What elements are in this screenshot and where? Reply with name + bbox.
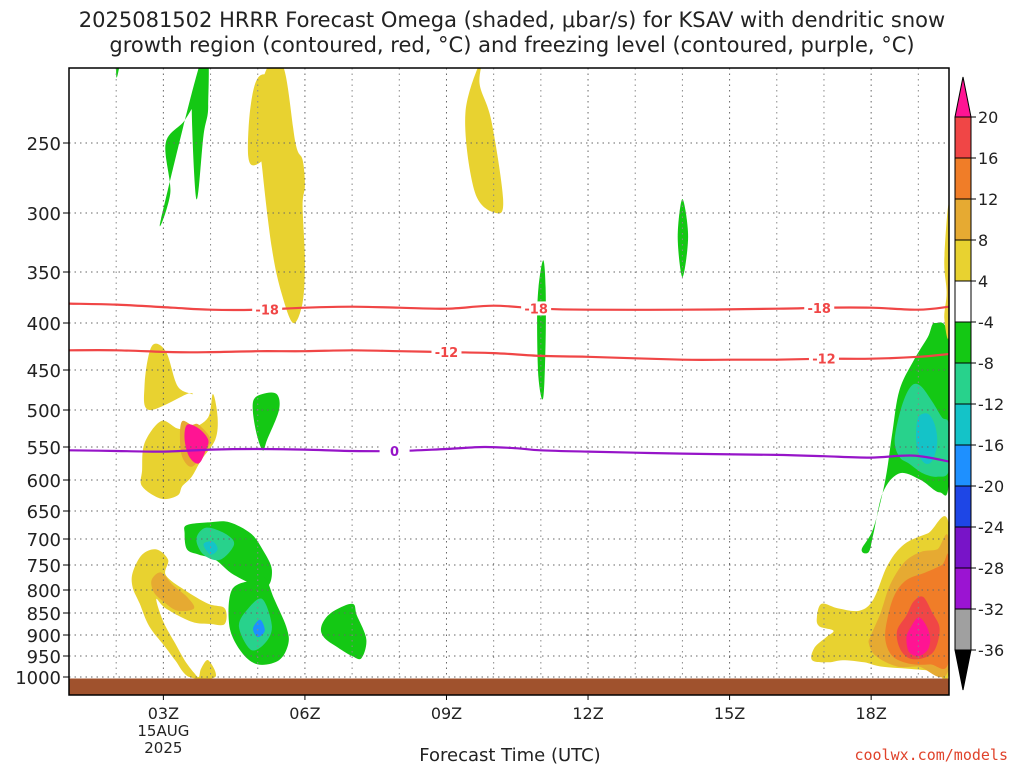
colorbar-segment (954, 239, 972, 282)
x-tick-sublabel: 15AUG (137, 722, 189, 740)
omega-region-8-20 (151, 572, 195, 612)
y-tick-label-700: 700 (27, 530, 61, 551)
contour-label-bg (521, 301, 552, 316)
contour-label-0: 0 (390, 445, 399, 460)
omega-region--16-17 (252, 619, 265, 638)
y-tick-label-450: 450 (27, 361, 61, 382)
x-axis-label: Forecast Time (UTC) (419, 745, 601, 766)
colorbar-label--12: -12 (978, 395, 1004, 414)
colorbar-label-8: 8 (978, 231, 988, 250)
contour-label--18: -18 (255, 303, 279, 318)
x-tick-label-18Z: 18Z (855, 704, 886, 723)
colorbar-segment (954, 280, 972, 323)
x-tick-label-06Z: 06Z (289, 704, 320, 723)
contour-label-bg (379, 443, 410, 458)
omega-region--4-11 (252, 392, 280, 451)
contour-label--12: -12 (435, 346, 459, 361)
contour-label-bg (808, 351, 839, 366)
contour-label--18: -18 (524, 302, 548, 317)
colorbar-label--28: -28 (978, 559, 1004, 578)
y-tick-label-850: 850 (27, 604, 61, 625)
omega-region--4-1 (116, 68, 159, 78)
colorbar-label--8: -8 (978, 354, 994, 373)
x-tick-label-15Z: 15Z (714, 704, 745, 723)
omega-region-20-10 (184, 424, 209, 464)
colorbar-segment (954, 321, 972, 364)
colorbar-label--36: -36 (978, 641, 1004, 660)
omega-region-20-28 (906, 617, 931, 657)
omega-region-4-8 (143, 343, 193, 411)
y-tick-label-350: 350 (27, 263, 61, 284)
colorbar-label--16: -16 (978, 436, 1004, 455)
colorbar-label--32: -32 (978, 600, 1004, 619)
colorbar-segment (954, 526, 972, 569)
colorbar-segment (954, 157, 972, 200)
contour-label--18: -18 (807, 302, 831, 317)
plot-frame (68, 67, 950, 696)
y-tick-label-250: 250 (27, 134, 61, 155)
y-tick-label-1000: 1000 (15, 668, 61, 689)
colorbar-label--20: -20 (978, 477, 1004, 496)
y-tick-label-800: 800 (27, 581, 61, 602)
y-tick-label-900: 900 (27, 626, 61, 647)
colorbar-bottom-arrow (954, 649, 972, 691)
colorbar-label-4: 4 (978, 272, 988, 291)
colorbar-label-20: 20 (978, 108, 998, 127)
colorbar-segment (954, 403, 972, 446)
omega-region--4-0 (159, 68, 209, 227)
y-tick-label-950: 950 (27, 647, 61, 668)
colorbar-segment (954, 444, 972, 487)
contour-label-bg (252, 302, 283, 317)
contour-label-bg (431, 345, 462, 360)
colorbar-segment (954, 567, 972, 610)
colorbar-segment (954, 362, 972, 405)
ground-surface (69, 678, 949, 695)
omega-region--12-14 (203, 541, 218, 555)
colorbar-segment (954, 608, 972, 651)
colorbar-segment (954, 485, 972, 528)
contour-0 (69, 445, 949, 463)
colorbar-top-arrow (954, 76, 972, 118)
y-tick-label-550: 550 (27, 438, 61, 459)
colorbar-label-16: 16 (978, 149, 998, 168)
colorbar-label--24: -24 (978, 518, 1004, 537)
colorbar-label--4: -4 (978, 313, 994, 332)
y-tick-label-650: 650 (27, 502, 61, 523)
omega-region--4-6 (677, 199, 689, 278)
contour-label-bg (804, 300, 835, 315)
y-tick-label-400: 400 (27, 314, 61, 335)
credit-link[interactable]: coolwx.com/models (854, 746, 1008, 764)
y-tick-label-300: 300 (27, 204, 61, 225)
contour-label--12: -12 (812, 353, 836, 368)
y-tick-label-750: 750 (27, 556, 61, 577)
y-tick-label-500: 500 (27, 401, 61, 422)
chart-title-line-1: 2025081502 HRRR Forecast Omega (shaded, … (78, 8, 946, 32)
x-tick-label-12Z: 12Z (572, 704, 603, 723)
omega-region--4-18 (320, 603, 367, 660)
plot-area: -18 -18 -18 -12 -12 0 (69, 68, 949, 695)
colorbar-segment (954, 198, 972, 241)
x-tick-sublabel: 2025 (144, 739, 182, 757)
x-tick-label-09Z: 09Z (431, 704, 462, 723)
y-tick-label-600: 600 (27, 471, 61, 492)
colorbar-label-12: 12 (978, 190, 998, 209)
omega-region--4-5 (537, 260, 546, 400)
colorbar: 20 16 12 8 4 -4 -8 -12 -16 -20 -24 -28 -32 -36 (954, 76, 1004, 691)
colorbar-segment (954, 116, 972, 159)
omega-region-4-29 (944, 204, 949, 339)
omega-region--12-23 (916, 413, 938, 464)
omega-region-4-4 (465, 68, 504, 214)
omega-region-4-3 (257, 68, 305, 324)
chart-title-line-2: growth region (contoured, red, °C) and f… (109, 33, 915, 57)
x-tick-label-03Z: 03Z (148, 704, 179, 723)
